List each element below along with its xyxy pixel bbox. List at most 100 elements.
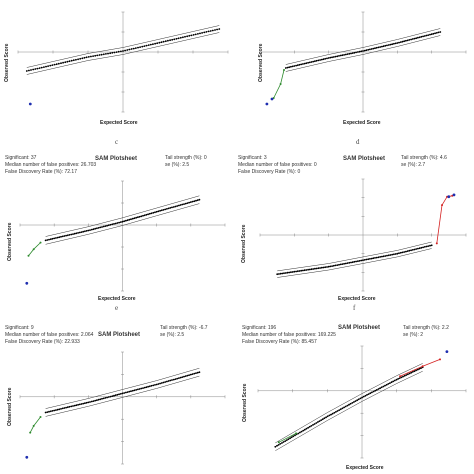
data-point	[126, 49, 129, 51]
data-point	[53, 237, 56, 240]
data-point	[106, 396, 108, 399]
data-point	[164, 208, 167, 211]
data-point	[302, 429, 305, 432]
data-point	[98, 54, 101, 56]
data-point	[418, 36, 421, 39]
data-point	[358, 50, 361, 53]
data-point	[322, 266, 325, 269]
data-point	[44, 411, 47, 414]
data-point	[418, 247, 421, 250]
data-point	[51, 64, 54, 66]
data-point	[72, 59, 75, 62]
data-point	[109, 223, 112, 226]
outlier-point	[445, 350, 449, 353]
data-point	[53, 409, 56, 412]
data-point	[284, 440, 287, 442]
data-point	[90, 228, 93, 231]
delta-band-line	[277, 241, 432, 272]
data-point	[394, 253, 397, 255]
data-point	[372, 47, 375, 50]
data-point	[128, 390, 131, 393]
data-point	[65, 406, 67, 409]
data-point	[101, 226, 103, 228]
data-point	[172, 206, 175, 208]
data-point	[176, 377, 179, 380]
data-point	[418, 367, 421, 370]
data-point	[332, 56, 335, 58]
data-point	[415, 37, 418, 40]
data-point	[328, 414, 331, 417]
data-point	[312, 268, 315, 270]
data-point	[40, 66, 43, 69]
data-point	[336, 55, 339, 58]
data-point	[130, 218, 132, 221]
false-discovery-rate: False Discovery Rate (%): 0	[238, 169, 301, 175]
data-point	[97, 227, 100, 229]
data-point	[377, 388, 380, 390]
data-point	[393, 253, 395, 256]
data-point	[113, 394, 115, 397]
data-point	[291, 271, 294, 273]
data-point	[377, 46, 380, 49]
data-point	[126, 219, 129, 222]
data-point	[75, 404, 78, 407]
data-point	[184, 375, 187, 377]
data-point	[379, 46, 382, 48]
data-point	[147, 213, 150, 216]
data-point	[106, 224, 108, 227]
data-point	[370, 48, 373, 50]
data-point	[75, 58, 77, 61]
data-point	[137, 46, 139, 49]
data-point	[56, 408, 59, 411]
data-point	[381, 45, 383, 48]
data-point	[90, 55, 92, 58]
plot-panel-f: SAM Plotsheet Significant: 3 Median numb…	[238, 153, 474, 313]
data-point	[190, 34, 193, 37]
data-point	[198, 371, 201, 374]
data-point	[169, 39, 172, 42]
data-point	[286, 271, 289, 274]
data-point	[296, 270, 299, 273]
data-point	[138, 215, 141, 218]
data-point	[374, 257, 376, 259]
data-point	[293, 270, 296, 273]
delta-band-line	[275, 370, 423, 451]
data-point	[353, 260, 356, 263]
data-point	[326, 266, 328, 268]
data-point	[307, 426, 309, 429]
data-point	[111, 51, 114, 54]
data-point	[145, 213, 148, 216]
data-point	[196, 199, 199, 202]
panel-letter: f	[353, 304, 356, 312]
x-axis-label: Expected Score	[343, 120, 381, 126]
data-point	[216, 28, 219, 31]
data-point	[201, 32, 204, 34]
data-point	[191, 200, 194, 203]
data-point	[155, 210, 158, 213]
data-point	[186, 35, 189, 38]
significant-point	[441, 204, 443, 207]
data-point	[333, 411, 336, 414]
data-point	[192, 34, 195, 36]
data-point	[94, 399, 97, 402]
data-point	[135, 216, 138, 219]
delta-band-line	[45, 195, 200, 237]
data-point	[315, 267, 318, 270]
standard-error: se (%): 2.7	[401, 162, 426, 168]
significant-point	[39, 241, 42, 244]
data-point	[297, 432, 300, 435]
data-point	[138, 388, 141, 390]
data-point	[131, 389, 134, 392]
data-point	[188, 374, 191, 376]
data-point	[140, 387, 143, 390]
data-point	[394, 42, 397, 45]
data-point	[346, 53, 349, 55]
data-point	[72, 233, 74, 235]
data-point	[191, 373, 194, 375]
data-point	[133, 217, 136, 220]
data-point	[167, 39, 169, 42]
data-point	[162, 209, 165, 211]
data-point	[403, 40, 406, 43]
data-point	[198, 198, 201, 201]
data-point	[169, 379, 172, 382]
